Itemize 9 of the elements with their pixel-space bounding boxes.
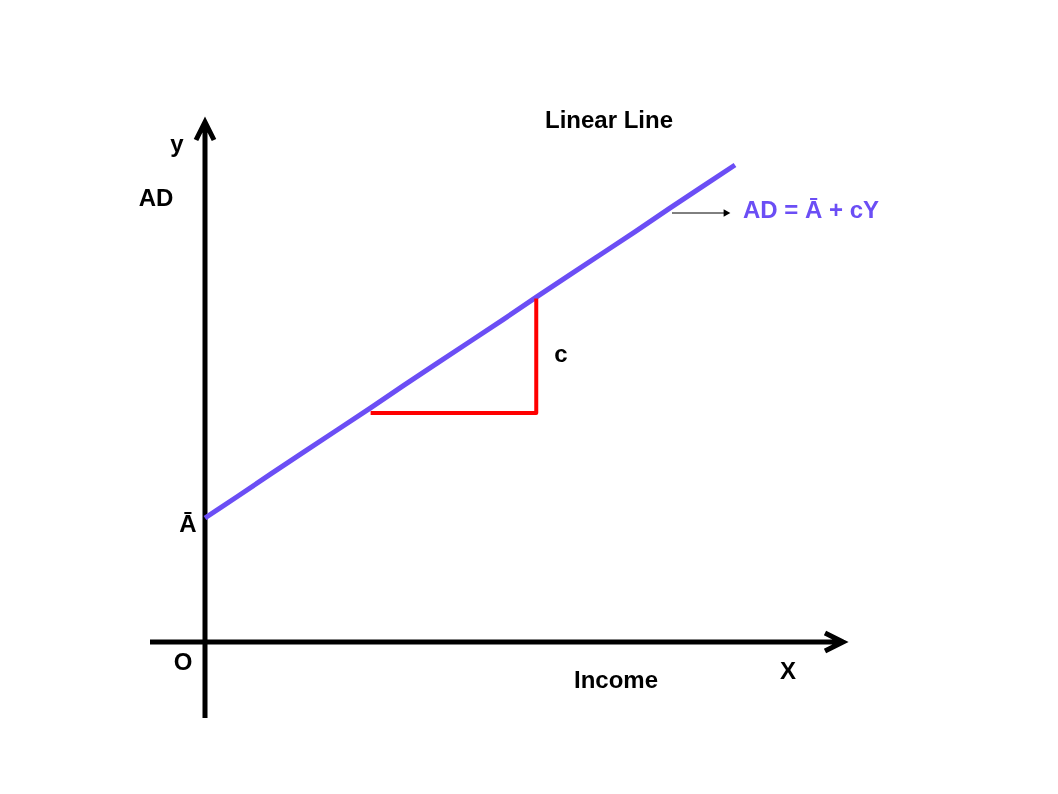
text: y bbox=[170, 130, 185, 157]
x-axis-title: Income bbox=[573, 666, 659, 693]
text: X bbox=[779, 657, 797, 684]
annotation: Ā bbox=[179, 510, 197, 537]
text: O bbox=[173, 648, 193, 675]
series-label: AD = Ā + cY bbox=[743, 196, 880, 223]
y-axis-title: AD bbox=[138, 184, 174, 211]
annotation: c bbox=[554, 340, 568, 367]
chart-title: Linear Line bbox=[544, 106, 674, 133]
